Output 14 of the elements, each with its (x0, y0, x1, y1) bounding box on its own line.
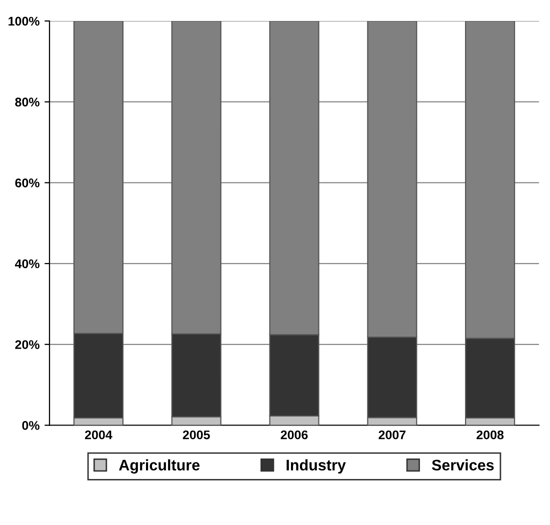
x-tick-label: 2007 (378, 430, 406, 440)
legend-label: Agriculture (118, 459, 200, 474)
y-tick-label: 60% (15, 178, 40, 188)
x-tick-label: 2008 (476, 430, 504, 440)
y-tick-label: 80% (15, 98, 40, 106)
y-tick-label: 20% (15, 340, 40, 350)
x-tick-label: 2006 (280, 430, 308, 440)
legend-label: Services (432, 459, 494, 471)
y-tick-label: 0% (22, 421, 40, 430)
x-tick-label: 2004 (84, 430, 112, 440)
x-tick-label: 2005 (182, 430, 210, 440)
y-tick-label: 40% (14, 259, 40, 268)
y-tick-label: 100% (8, 16, 40, 26)
legend-label: Industry (286, 459, 346, 474)
